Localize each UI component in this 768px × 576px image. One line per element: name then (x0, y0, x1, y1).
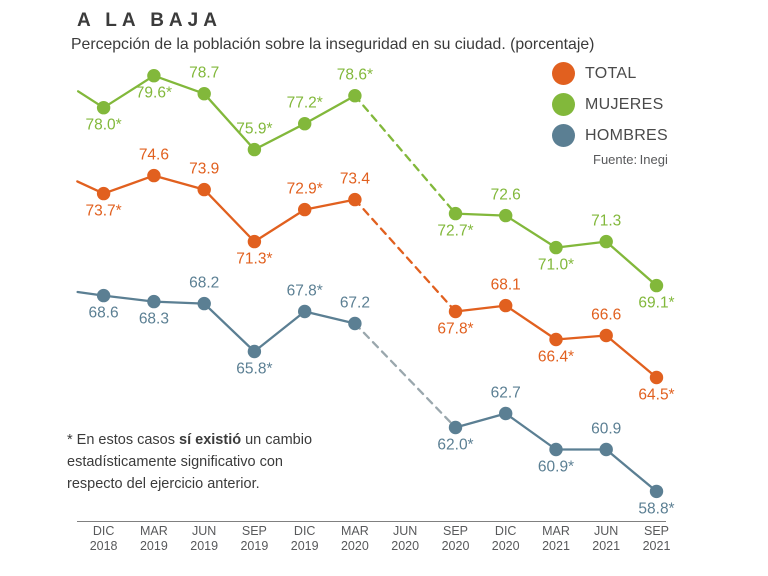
svg-text:68.2: 68.2 (189, 275, 219, 292)
svg-text:66.6: 66.6 (591, 307, 621, 324)
svg-text:60.9: 60.9 (591, 421, 621, 438)
svg-text:68.3: 68.3 (139, 311, 169, 328)
svg-text:69.1*: 69.1* (638, 295, 674, 312)
svg-text:67.8*: 67.8* (287, 283, 323, 300)
svg-text:78.6*: 78.6* (337, 67, 373, 84)
svg-text:72.7*: 72.7* (437, 223, 473, 240)
svg-text:73.7*: 73.7* (85, 203, 121, 220)
svg-text:71.3: 71.3 (591, 213, 621, 230)
svg-text:67.8*: 67.8* (437, 321, 473, 338)
svg-text:65.8*: 65.8* (236, 361, 272, 378)
svg-text:62.0*: 62.0* (437, 437, 473, 454)
svg-text:79.6*: 79.6* (136, 85, 172, 102)
svg-text:78.7: 78.7 (189, 65, 219, 82)
svg-text:71.3*: 71.3* (236, 251, 272, 268)
svg-text:68.6: 68.6 (89, 305, 119, 322)
svg-text:72.6: 72.6 (491, 187, 521, 204)
svg-text:72.9*: 72.9* (287, 181, 323, 198)
svg-text:67.2: 67.2 (340, 295, 370, 312)
svg-text:74.6: 74.6 (139, 147, 169, 164)
svg-text:64.5*: 64.5* (638, 387, 674, 404)
svg-text:60.9*: 60.9* (538, 459, 574, 476)
svg-text:66.4*: 66.4* (538, 349, 574, 366)
svg-text:68.1: 68.1 (491, 277, 521, 294)
svg-text:75.9*: 75.9* (236, 121, 272, 138)
svg-text:58.8*: 58.8* (638, 500, 674, 517)
svg-text:73.4: 73.4 (340, 171, 371, 188)
svg-text:73.9: 73.9 (189, 161, 219, 178)
svg-text:71.0*: 71.0* (538, 257, 574, 274)
svg-text:62.7: 62.7 (491, 385, 521, 402)
svg-text:78.0*: 78.0* (85, 117, 121, 134)
svg-text:77.2*: 77.2* (287, 95, 323, 112)
